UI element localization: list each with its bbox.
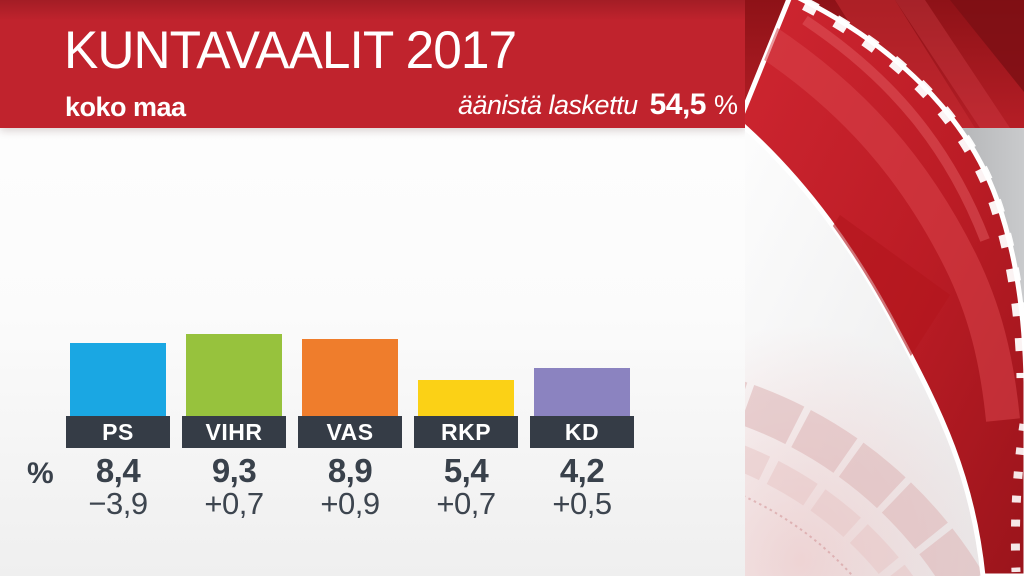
decorative-swirl-graphic [745, 0, 1024, 576]
party-value: 4,2 [559, 452, 605, 489]
party-value: 5,4 [443, 452, 489, 489]
bar-column-kd: KD [530, 368, 634, 448]
party-abbr: VAS [326, 418, 374, 445]
party-abbr: PS [102, 418, 134, 445]
counted-votes-unit: % [713, 90, 738, 120]
value-row: 8,4 9,3 8,9 5,4 4,2 [66, 452, 634, 490]
bar-column-vas: VAS [298, 339, 402, 448]
region-label: koko maa [65, 92, 186, 122]
bar-column-rkp: RKP [414, 380, 518, 448]
percent-axis-label: % [27, 457, 54, 490]
bar-chart: PS VIHR VAS RKP KD [66, 334, 634, 448]
party-bar-vihr [186, 334, 282, 416]
party-value: 8,9 [327, 452, 373, 489]
header-banner: KUNTAVAALIT 2017 koko maa äänistä lasket… [0, 0, 746, 128]
counted-votes-label: äänistä laskettu [457, 90, 638, 120]
counted-votes: äänistä laskettu 54,5 % [458, 88, 738, 122]
party-bar-rkp [418, 380, 514, 416]
counted-votes-value: 54,5 [649, 88, 707, 121]
bar-column-ps: PS [66, 343, 170, 448]
party-label-band: VAS [298, 416, 402, 448]
change-row: −3,9 +0,7 +0,9 +0,7 +0,5 [66, 486, 634, 522]
party-label-band: KD [530, 416, 634, 448]
party-bar-kd [534, 368, 630, 416]
party-label-band: RKP [414, 416, 518, 448]
party-abbr: RKP [440, 418, 492, 445]
party-bar-vas [302, 339, 398, 416]
party-value: 9,3 [211, 452, 257, 489]
party-change: −3,9 [88, 486, 148, 521]
party-label-band: VIHR [182, 416, 286, 448]
party-change: +0,9 [320, 486, 380, 521]
party-bar-ps [70, 343, 166, 416]
party-abbr: VIHR [205, 418, 263, 445]
party-change: +0,7 [436, 486, 496, 521]
bar-column-vihr: VIHR [182, 334, 286, 448]
party-change: +0,7 [204, 486, 264, 521]
party-label-band: PS [66, 416, 170, 448]
party-change: +0,5 [552, 486, 612, 521]
party-abbr: KD [564, 418, 600, 445]
party-value: 8,4 [95, 452, 141, 489]
page-title: KUNTAVAALIT 2017 [64, 21, 517, 80]
